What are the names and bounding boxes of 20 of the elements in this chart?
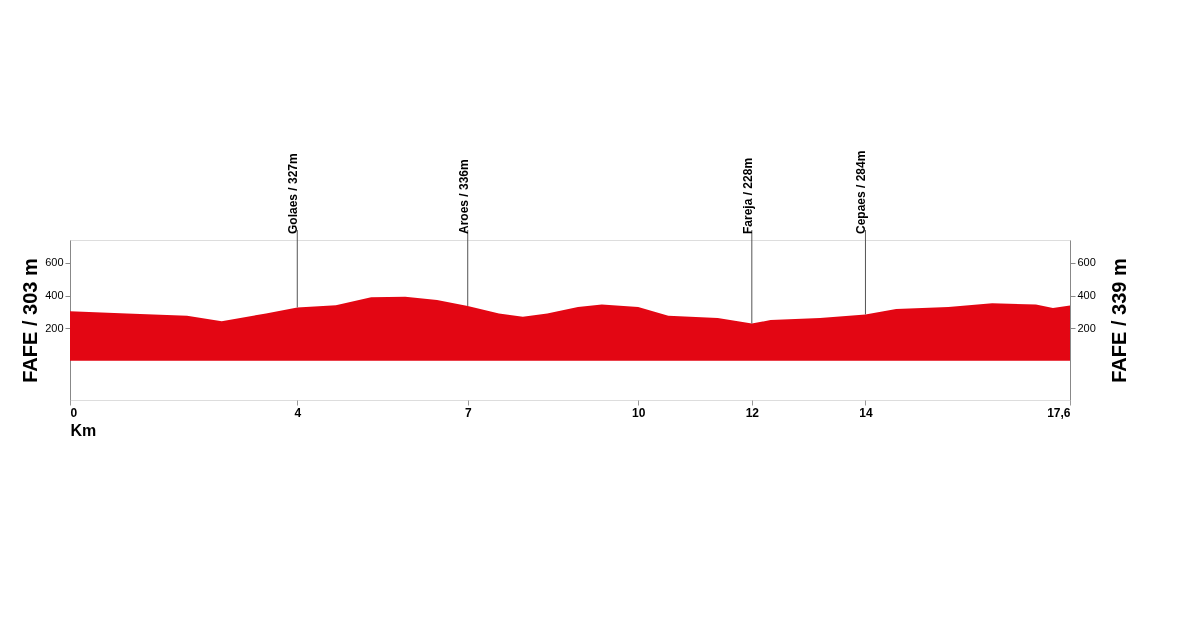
x-axis-title: Km [70,421,97,439]
annotation: Golaes / 327m [286,153,301,234]
y2-tick-label: 400 [1077,289,1096,302]
annotation: Fareja / 228m [740,157,755,234]
y2-axis-title: FAFE / 339 m [1107,258,1130,383]
y2-tick-label: 600 [1077,256,1096,269]
y2-tick-label: 200 [1077,321,1096,334]
y-tick-label: 200 [45,321,64,334]
y-tick-label: 600 [45,256,64,269]
y-axis-title: FAFE / 303 m [19,258,42,383]
annotation: Cepaes / 284m [854,150,869,234]
x-tick-label: 12 [745,405,760,420]
y-tick-label: 400 [45,289,64,302]
x-tick-label: 7 [464,405,472,420]
x-tick-label: 17,6 [1047,405,1071,420]
x-tick-label: 10 [632,405,646,420]
x-tick-label: 0 [70,405,78,420]
x-tick-label: 14 [859,405,873,420]
x-tick-label: 4 [294,405,302,420]
annotation: Aroes / 336m [456,159,471,234]
